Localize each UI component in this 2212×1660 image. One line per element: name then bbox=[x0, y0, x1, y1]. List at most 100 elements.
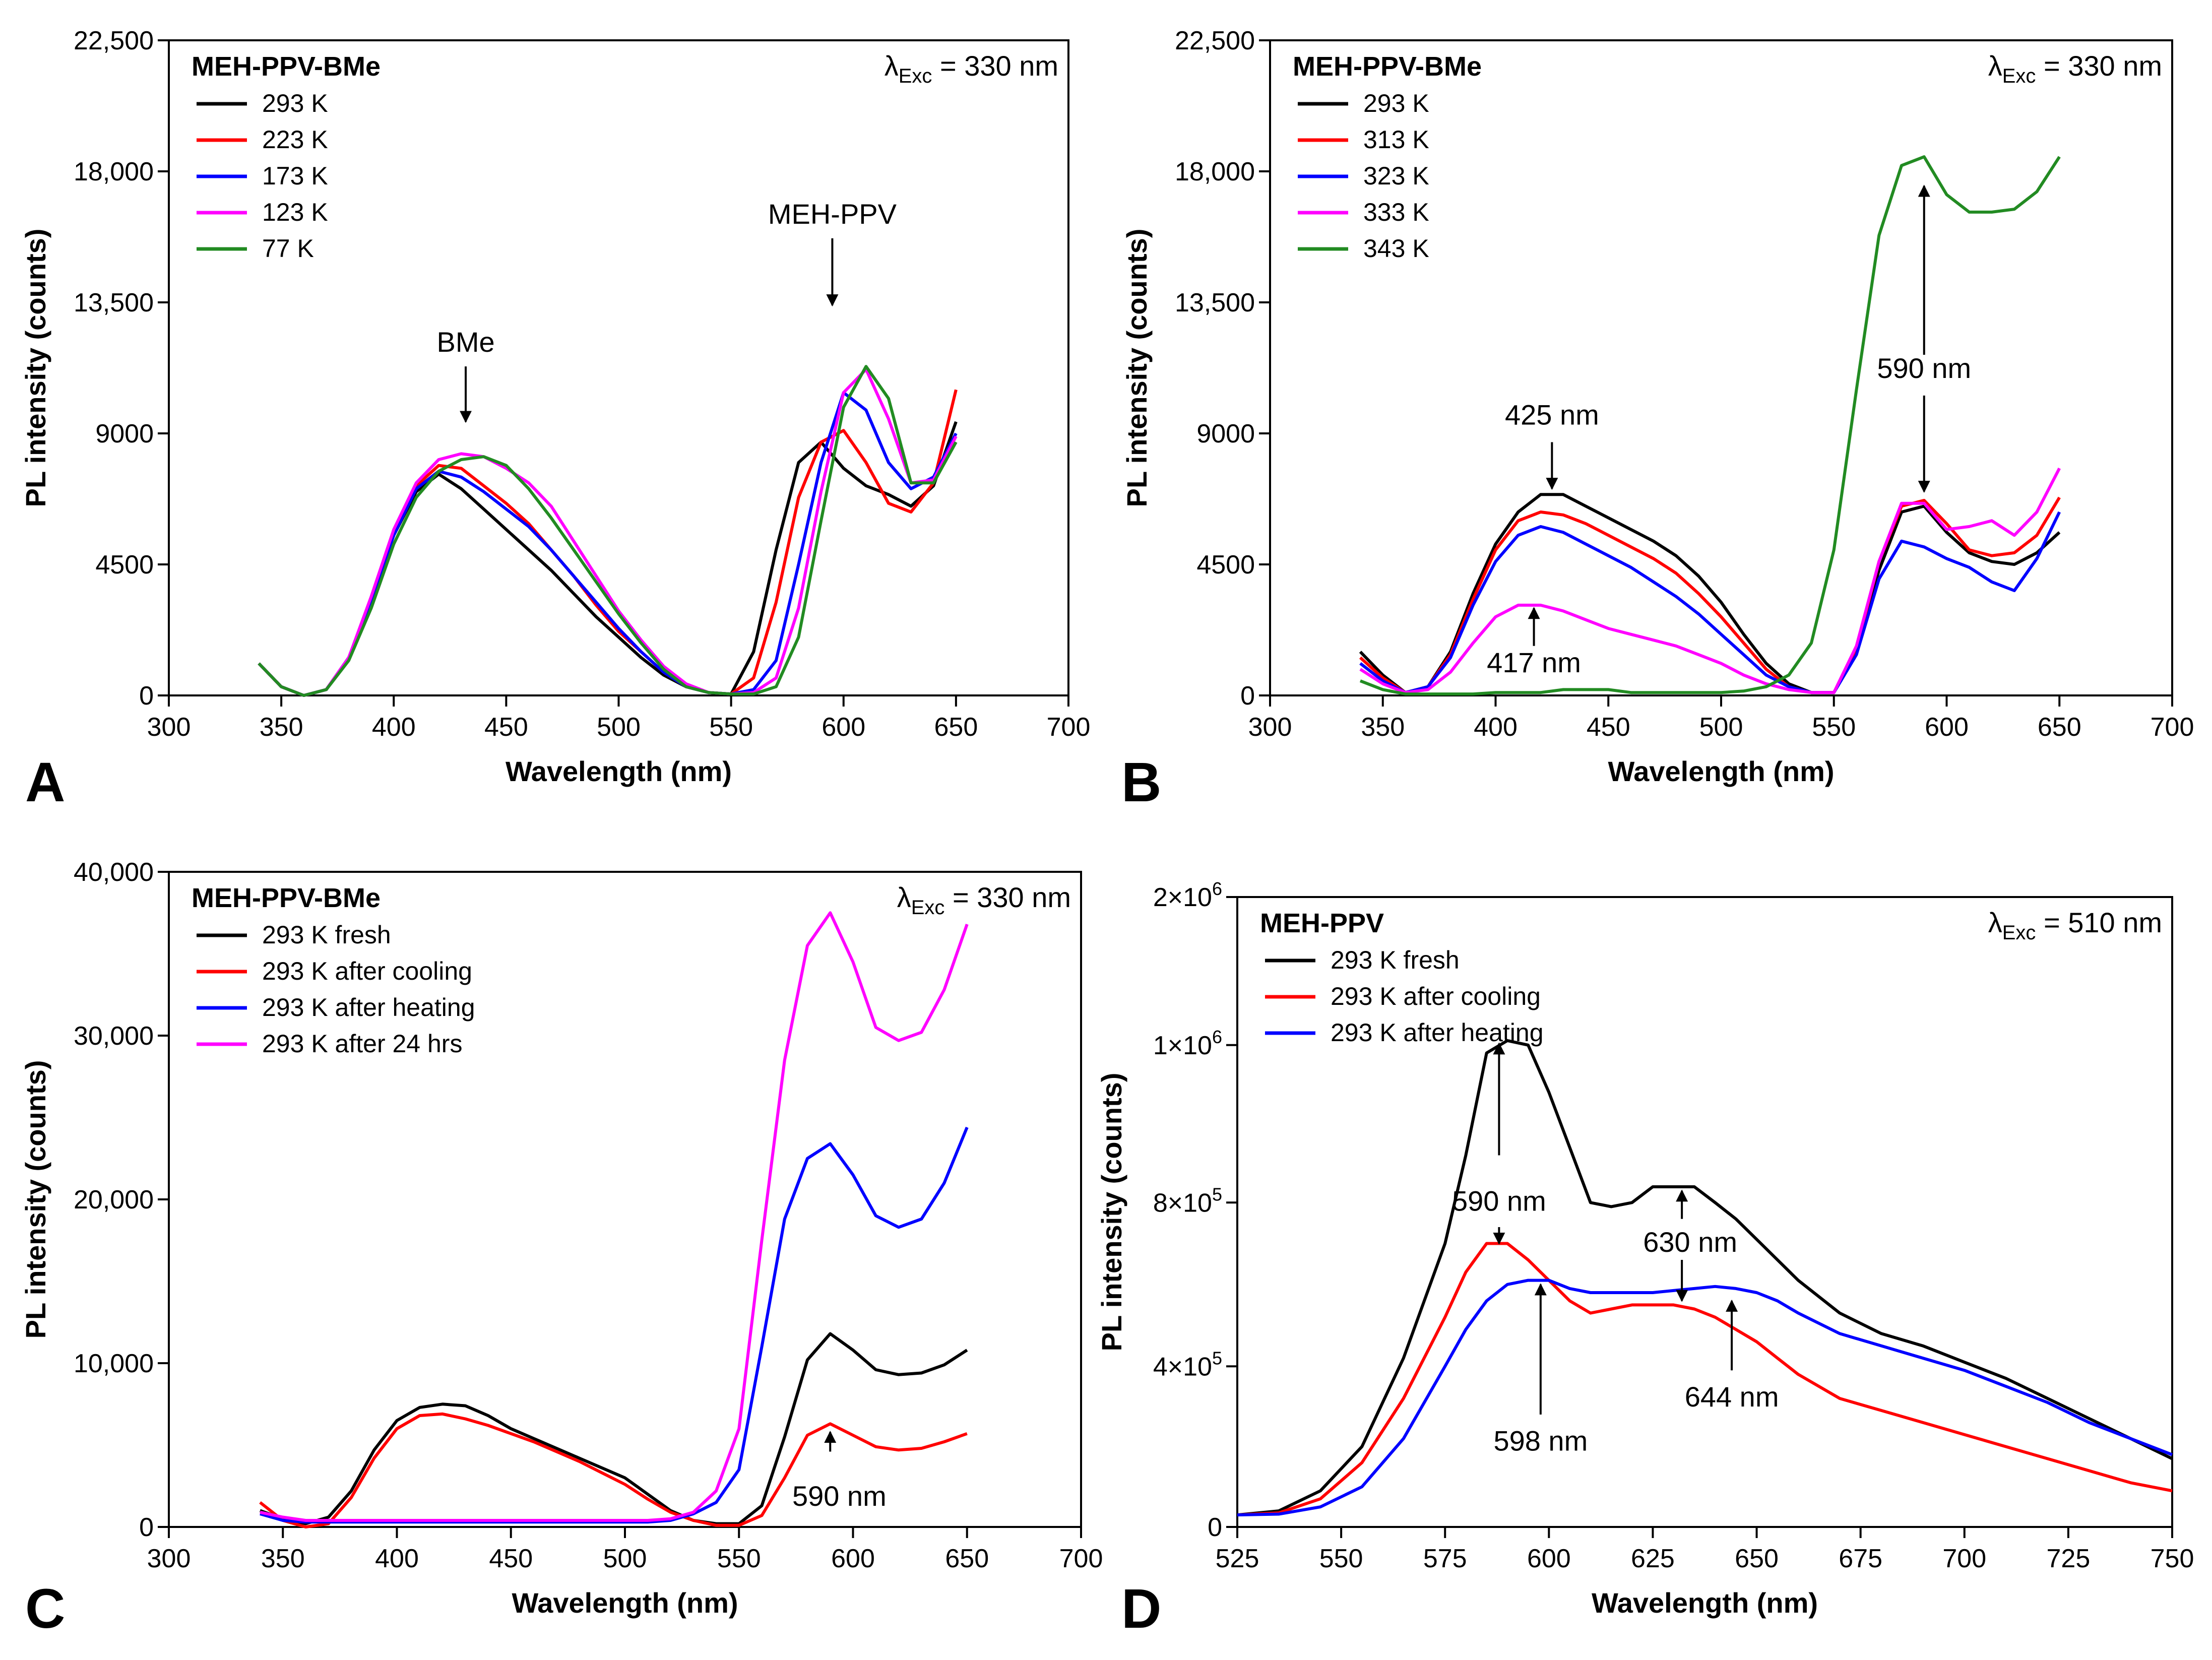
legend-entry: 293 K bbox=[1363, 89, 1429, 117]
series-line bbox=[258, 421, 958, 697]
legend-entry: 343 K bbox=[1363, 234, 1429, 263]
series-line bbox=[1359, 467, 2061, 694]
series-line bbox=[260, 911, 969, 1522]
y-tick-label: 18,000 bbox=[1175, 157, 1255, 186]
y-tick-label: 22,500 bbox=[74, 26, 154, 55]
series-line bbox=[1359, 496, 2061, 694]
y-tick-label: 20,000 bbox=[74, 1185, 154, 1215]
excitation-label: λExc = 510 nm bbox=[1988, 907, 2162, 944]
x-tick-label: 700 bbox=[1059, 1544, 1103, 1573]
annotation-label: 598 nm bbox=[1493, 1425, 1588, 1457]
x-tick-label: 550 bbox=[709, 713, 753, 742]
y-axis-label: PL intensity (counts) bbox=[20, 1060, 51, 1339]
legend-entry: 293 K fresh bbox=[262, 921, 391, 949]
x-axis-label: Wavelength (nm) bbox=[505, 755, 732, 787]
y-axis-label: PL intensity (counts) bbox=[1121, 229, 1153, 507]
legend-entry: 293 K bbox=[262, 89, 328, 117]
legend-entry: 293 K after cooling bbox=[1331, 982, 1541, 1010]
legend-entry: 313 K bbox=[1363, 125, 1429, 154]
panel-letter: A bbox=[25, 751, 65, 813]
y-tick-label: 9000 bbox=[95, 419, 154, 449]
series-line bbox=[260, 1126, 969, 1524]
series-line bbox=[1237, 1039, 2173, 1517]
x-tick-label: 350 bbox=[260, 713, 303, 742]
series-line bbox=[1359, 511, 2061, 694]
panel-a: 300 350 400 450 500 550 600 650 700 0 4500 9000 13,5… bbox=[20, 26, 1090, 813]
y-tick-label: 4×105 bbox=[1153, 1348, 1222, 1381]
x-tick-label: 700 bbox=[1942, 1544, 1986, 1573]
y-tick-label: 0 bbox=[139, 681, 154, 711]
x-tick-label: 350 bbox=[1361, 713, 1405, 742]
x-tick-label: 525 bbox=[1216, 1544, 1259, 1573]
x-tick-label: 450 bbox=[484, 713, 528, 742]
x-tick-label: 300 bbox=[147, 1544, 191, 1573]
y-axis-label: PL intensity (counts) bbox=[1096, 1073, 1127, 1352]
x-tick-label: 650 bbox=[2038, 713, 2081, 742]
legend-entry: 323 K bbox=[1363, 162, 1429, 190]
legend-entry: 293 K after cooling bbox=[262, 957, 472, 985]
legend-entry: 293 K after heating bbox=[1331, 1018, 1544, 1047]
x-tick-label: 700 bbox=[1047, 713, 1091, 742]
x-tick-label: 300 bbox=[147, 713, 191, 742]
x-tick-label: 450 bbox=[1587, 713, 1630, 742]
annotation-label: 425 nm bbox=[1505, 399, 1599, 431]
annotation-label: MEH-PPV bbox=[768, 198, 897, 230]
x-tick-label: 500 bbox=[1699, 713, 1743, 742]
x-tick-label: 550 bbox=[1812, 713, 1856, 742]
y-tick-label: 40,000 bbox=[74, 858, 154, 887]
legend-title: MEH-PPV bbox=[1260, 908, 1384, 938]
series-line bbox=[259, 1332, 968, 1525]
x-tick-label: 625 bbox=[1631, 1544, 1675, 1573]
x-tick-label: 550 bbox=[1319, 1544, 1363, 1573]
x-tick-label: 600 bbox=[831, 1544, 875, 1573]
x-tick-label: 500 bbox=[603, 1544, 647, 1573]
annotation-label: 644 nm bbox=[1685, 1381, 1779, 1413]
panel-letter: C bbox=[25, 1578, 65, 1640]
panel-letter: B bbox=[1121, 751, 1161, 813]
series-line bbox=[258, 391, 958, 697]
y-tick-label: 4500 bbox=[1196, 550, 1255, 580]
x-tick-label: 650 bbox=[1735, 1544, 1779, 1573]
annotation-label: BMe bbox=[436, 326, 494, 358]
legend-entry: 293 K fresh bbox=[1331, 946, 1460, 974]
y-axis-label: PL intensity (counts) bbox=[20, 229, 51, 507]
x-axis-label: Wavelength (nm) bbox=[512, 1587, 738, 1619]
y-tick-label: 0 bbox=[1240, 681, 1255, 711]
x-tick-label: 400 bbox=[1474, 713, 1518, 742]
legend-entry: 333 K bbox=[1363, 198, 1429, 226]
legend-title: MEH-PPV-BMe bbox=[192, 51, 381, 82]
y-tick-label: 10,000 bbox=[74, 1349, 154, 1378]
y-tick-label: 0 bbox=[139, 1513, 154, 1542]
legend-entry: 77 K bbox=[262, 234, 314, 263]
y-tick-label: 4500 bbox=[95, 550, 154, 580]
annotation-label: 590 nm bbox=[792, 1480, 887, 1512]
series-line bbox=[1359, 155, 2061, 696]
series-line bbox=[1359, 493, 2061, 694]
legend-entry: 123 K bbox=[262, 198, 328, 226]
y-tick-label: 18,000 bbox=[74, 157, 154, 186]
x-tick-label: 600 bbox=[821, 713, 865, 742]
x-tick-label: 700 bbox=[2151, 713, 2194, 742]
series-line bbox=[259, 1412, 968, 1528]
x-tick-label: 675 bbox=[1839, 1544, 1882, 1573]
y-tick-label: 9000 bbox=[1196, 419, 1255, 449]
panel-c: 300 350 400 450 500 550 600 650 700 0 10,000 20,000… bbox=[20, 858, 1103, 1640]
y-tick-label: 8×105 bbox=[1153, 1184, 1222, 1218]
panel-d: 525 550 575 600 625 650 675 700 725 750 0 4×105 8×10… bbox=[1096, 878, 2194, 1640]
series-line bbox=[1237, 1242, 2173, 1517]
x-tick-label: 300 bbox=[1248, 713, 1292, 742]
series-line bbox=[258, 367, 958, 697]
x-tick-label: 725 bbox=[2047, 1544, 2091, 1573]
legend-entry: 223 K bbox=[262, 125, 328, 154]
y-tick-label: 0 bbox=[1208, 1513, 1222, 1542]
panel-b: 300 350 400 450 500 550 600 650 700 0 4500 9000 13,5… bbox=[1121, 26, 2194, 813]
x-axis-label: Wavelength (nm) bbox=[1608, 755, 1834, 787]
excitation-label: λExc = 330 nm bbox=[1988, 50, 2162, 87]
legend-title: MEH-PPV-BMe bbox=[1293, 51, 1482, 82]
y-tick-label: 1×106 bbox=[1153, 1027, 1222, 1060]
legend-entry: 173 K bbox=[262, 162, 328, 190]
y-tick-label: 2×106 bbox=[1153, 878, 1222, 912]
x-tick-label: 350 bbox=[261, 1544, 305, 1573]
x-tick-label: 450 bbox=[489, 1544, 533, 1573]
